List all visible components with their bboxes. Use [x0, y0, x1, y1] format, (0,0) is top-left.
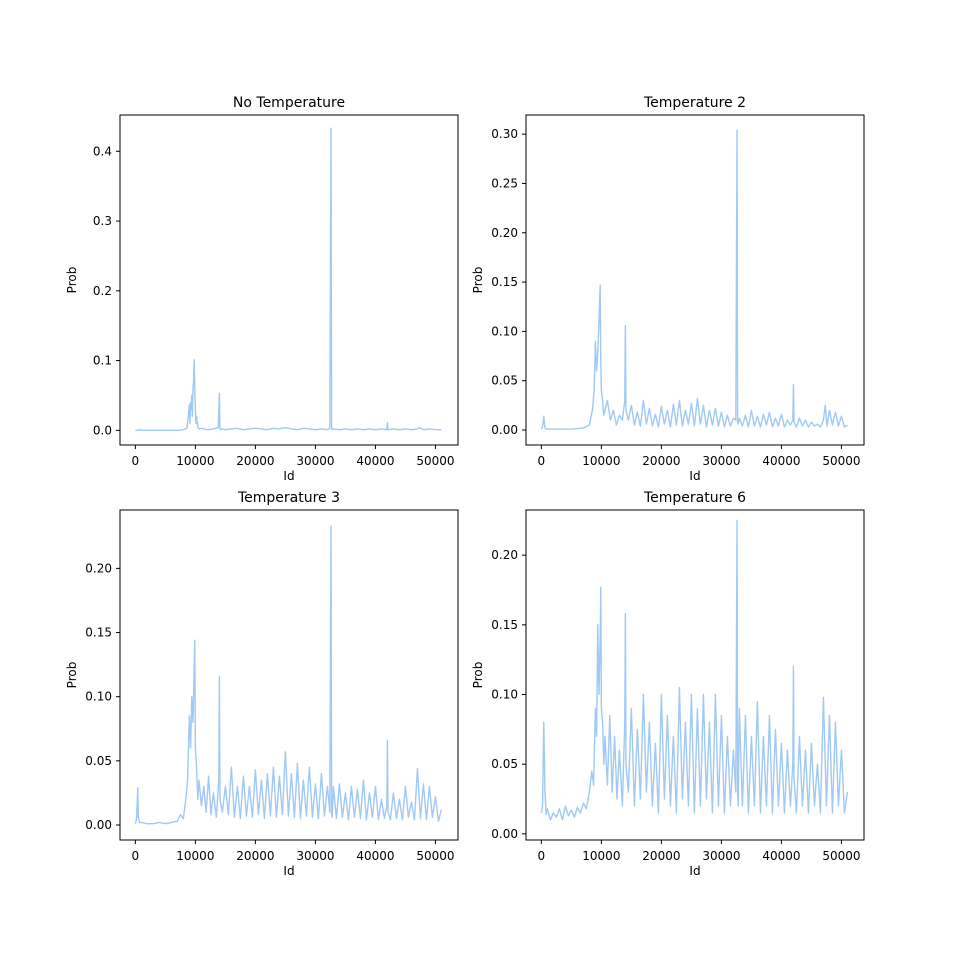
y-tick-label: 0.00: [85, 818, 112, 832]
y-tick-label: 0.2: [93, 284, 112, 298]
x-tick-label: 40000: [762, 849, 800, 863]
y-axis-label: Prob: [65, 267, 79, 294]
x-tick-label: 40000: [356, 454, 394, 468]
axes-frame: [525, 509, 865, 841]
x-tick-label: 20000: [642, 454, 680, 468]
y-tick-label: 0.30: [491, 127, 518, 141]
x-tick-label: 50000: [822, 454, 860, 468]
y-tick-label: 0.05: [85, 754, 112, 768]
x-axis-label: Id: [283, 469, 294, 483]
x-tick-label: 20000: [642, 849, 680, 863]
subplot-title: Temperature 3: [237, 490, 340, 506]
subplot-3: 0 10000 20000 30000 40000 50000 0.00 0.05 0.10 0.…: [65, 490, 459, 878]
series-line-1: [540, 129, 848, 430]
x-tick-label: 10000: [582, 849, 620, 863]
x-tick-label: 30000: [702, 454, 740, 468]
y-tick-label: 0.20: [491, 548, 518, 562]
y-tick-label: 0.4: [93, 144, 112, 158]
x-axis-label: Id: [689, 469, 700, 483]
y-tick-label: 0.15: [491, 618, 518, 632]
x-tick-label: 30000: [702, 849, 740, 863]
x-tick-label: 20000: [236, 849, 274, 863]
x-tick-label: 50000: [416, 849, 454, 863]
x-tick-label: 0: [538, 454, 546, 468]
series-line-1: [134, 525, 443, 825]
subplot-title: Temperature 2: [643, 95, 746, 111]
series-line-1: [540, 519, 849, 821]
axes-frame: [119, 114, 459, 446]
y-axis-label: Prob: [471, 267, 485, 294]
x-tick-label: 0: [132, 454, 140, 468]
y-axis-label: Prob: [471, 662, 485, 689]
x-tick-label: 50000: [822, 849, 860, 863]
x-tick-label: 20000: [236, 454, 274, 468]
x-tick-label: 30000: [296, 454, 334, 468]
y-tick-label: 0.15: [491, 275, 518, 289]
y-tick-label: 0.20: [85, 561, 112, 575]
y-tick-label: 0.0: [93, 423, 112, 437]
y-tick-label: 0.15: [85, 626, 112, 640]
y-tick-label: 0.10: [491, 688, 518, 702]
y-tick-label: 0.3: [93, 214, 112, 228]
y-tick-label: 0.1: [93, 354, 112, 368]
x-axis-label: Id: [283, 864, 294, 878]
y-tick-label: 0.00: [491, 423, 518, 437]
subplot-1: 0 10000 20000 30000 40000 50000 0.0 0.1 0.2 0.3 0.…: [65, 95, 459, 483]
y-tick-label: 0.10: [491, 324, 518, 338]
y-tick-label: 0.20: [491, 226, 518, 240]
y-tick-label: 0.10: [85, 690, 112, 704]
subplot-title: No Temperature: [233, 95, 345, 111]
y-tick-label: 0.00: [491, 827, 518, 841]
series-line-1: [135, 127, 442, 432]
x-tick-label: 30000: [296, 849, 334, 863]
x-tick-label: 40000: [356, 849, 394, 863]
subplot-title: Temperature 6: [643, 490, 746, 506]
axes-frame: [119, 509, 459, 841]
x-axis-label: Id: [689, 864, 700, 878]
axes-frame: [525, 114, 865, 446]
y-axis-label: Prob: [65, 662, 79, 689]
subplot-2: 0 10000 20000 30000 40000 50000 0.00 0.05 0.10 0.…: [471, 95, 865, 483]
y-tick-label: 0.25: [491, 176, 518, 190]
x-tick-label: 0: [132, 849, 140, 863]
x-tick-label: 0: [538, 849, 546, 863]
subplot-4: 0 10000 20000 30000 40000 50000 0.00 0.05 0.10 0.…: [471, 490, 865, 878]
x-tick-label: 50000: [416, 454, 454, 468]
x-tick-label: 10000: [176, 849, 214, 863]
x-tick-label: 10000: [582, 454, 620, 468]
x-tick-label: 10000: [176, 454, 214, 468]
x-tick-label: 40000: [762, 454, 800, 468]
y-tick-label: 0.05: [491, 374, 518, 388]
y-tick-label: 0.05: [491, 757, 518, 771]
